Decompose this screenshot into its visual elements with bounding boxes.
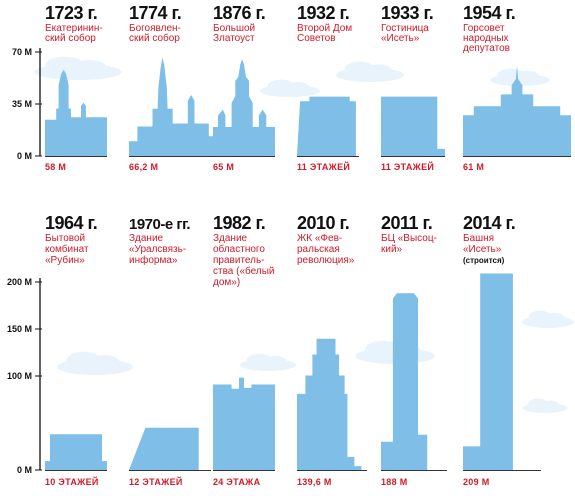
building-silhouette: [463, 65, 571, 156]
cloud: [515, 71, 540, 82]
building-name: Советов: [297, 33, 336, 44]
building-name: «Рубин»: [45, 254, 85, 266]
year-label: 1723 г.: [45, 3, 97, 23]
cloud: [285, 82, 310, 93]
value-label: 58 М: [45, 162, 66, 172]
building-name: БЦ «Высоц-: [381, 233, 437, 244]
year-label: 1933 г.: [381, 3, 433, 23]
building-name: народных: [463, 33, 509, 44]
y-tick-label: 0 М: [17, 151, 32, 161]
building-name: ский собор: [129, 32, 180, 44]
year-label: 1876 г.: [213, 3, 265, 23]
building-name: Башня: [463, 233, 494, 244]
building-name: «Исеть»: [463, 244, 502, 255]
building-silhouette: [129, 57, 213, 156]
year-label: 1954 г.: [463, 3, 515, 23]
cloud: [544, 313, 565, 324]
building-name: кий»: [381, 244, 403, 255]
chart-panel-2: 0 М 100 М 150 М 200 М 1964 г.Бытовойкомбинат…: [7, 213, 541, 487]
building-name: ЖК «Фев-: [297, 233, 342, 244]
building-1: 1723 г.Екатеринин-ский собор 58 М: [45, 3, 107, 172]
building-name: Горсовет: [463, 23, 505, 34]
value-label: 10 ЭТАЖЕЙ: [45, 476, 99, 487]
cloud: [364, 64, 393, 78]
y-tick-label: 0 М: [17, 465, 32, 475]
y-tick-label: 100 М: [7, 371, 32, 381]
year-label: 1932 г.: [297, 3, 349, 23]
y-tick-label: 70 М: [12, 47, 32, 57]
building-silhouette: [381, 96, 445, 156]
building-name: «Исеть»: [381, 33, 420, 44]
building-name: Здание: [129, 233, 164, 244]
year-label: 1970-е гг.: [129, 216, 190, 233]
building-name: областного: [213, 243, 265, 255]
cloud: [71, 59, 107, 75]
building-name: Златоуст: [213, 33, 255, 44]
building-name: депутатов: [463, 43, 510, 54]
y-tick-label: 35 М: [12, 99, 32, 109]
building-12: 2014 г.Башня«Исеть»(строится) 209 М: [463, 213, 541, 487]
building-name: «Уралсвязь-: [129, 244, 186, 255]
building-11: 2011 г.БЦ «Высоц-кий» 188 М: [381, 213, 447, 487]
chart-panel-1: 0 М 35 М 70 М 1723 г.Екатеринин-ский собор 5…: [12, 3, 571, 172]
value-label: 66,2 М: [129, 162, 158, 172]
building-5: 1933 г.Гостиница«Исеть» 11 ЭТАЖЕЙ: [381, 3, 445, 172]
building-name: Здание: [213, 233, 248, 244]
building-name: информа»: [129, 254, 178, 266]
year-label: 1964 г.: [45, 213, 97, 233]
year-label: 1982 г.: [213, 213, 265, 233]
building-silhouette: [297, 338, 367, 470]
building-silhouette: [45, 434, 107, 470]
building-silhouette: [381, 293, 447, 470]
year-label: 2011 г.: [381, 213, 432, 233]
building-name: Гостиница: [381, 23, 429, 34]
building-silhouette: [129, 427, 211, 470]
building-silhouette: [463, 273, 541, 470]
status-note: (строится): [463, 256, 505, 265]
building-name: Богоявлен-: [129, 23, 181, 34]
building-silhouette: [297, 96, 359, 156]
building-name: комбинат: [45, 243, 89, 255]
year-label: 2010 г.: [297, 213, 349, 233]
value-label: 188 М: [381, 477, 408, 487]
building-name: Большой: [213, 23, 255, 34]
y-tick-label: 150 М: [7, 324, 32, 334]
building-name: Второй Дом: [297, 23, 352, 34]
building-silhouette: [45, 69, 107, 156]
building-silhouette: [213, 377, 275, 470]
building-name: ский собор: [45, 32, 96, 44]
value-label: 12 ЭТАЖЕЙ: [129, 476, 183, 487]
building-name: дом»): [213, 277, 240, 288]
y-tick-label: 200 М: [7, 277, 32, 287]
cloud: [263, 356, 287, 367]
value-label: 24 ЭТАЖА: [213, 477, 261, 487]
year-label: 2014 г.: [463, 213, 515, 233]
building-name: революция»: [297, 255, 355, 266]
building-name: правитель-: [213, 255, 265, 266]
value-label: 139,6 М: [297, 477, 332, 487]
building-silhouette: [213, 59, 275, 156]
building-name: Екатеринин-: [45, 23, 103, 34]
cloud: [89, 355, 120, 370]
value-label: 61 М: [463, 162, 484, 172]
building-8: 1970-е гг.Здание«Уралсвязь-информа» 12 ЭТ…: [129, 216, 211, 487]
value-label: 11 ЭТАЖЕЙ: [297, 161, 350, 172]
building-name: Бытовой: [45, 233, 85, 244]
value-label: 11 ЭТАЖЕЙ: [381, 161, 434, 172]
cloud: [541, 400, 560, 410]
value-label: 65 М: [213, 162, 234, 172]
year-label: 1774 г.: [129, 3, 181, 23]
building-name: ральская: [297, 244, 340, 255]
building-name: ства («белый: [213, 265, 274, 277]
value-label: 209 М: [463, 477, 490, 487]
building-2: 1774 г.Богоявлен-ский собор 66,2 М: [129, 3, 213, 172]
